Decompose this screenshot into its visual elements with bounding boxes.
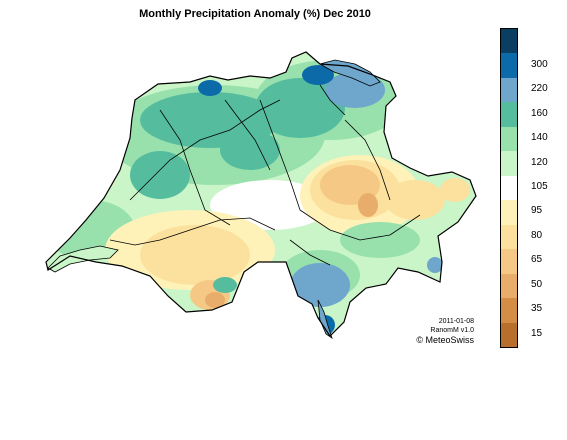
stamp-product: RanomM v1.0 xyxy=(430,327,474,334)
legend-label: 65 xyxy=(531,254,543,266)
map-title: Monthly Precipitation Anomaly (%) Dec 20… xyxy=(139,8,371,20)
legend-label: 15 xyxy=(531,327,543,339)
legend-swatch xyxy=(501,102,517,128)
legend-swatch xyxy=(501,273,517,299)
legend-swatch xyxy=(501,298,517,324)
legend-swatch xyxy=(501,126,517,152)
legend-label: 95 xyxy=(531,205,543,217)
legend-swatch xyxy=(501,53,517,79)
legend-swatch xyxy=(501,224,517,250)
stamp-date: 2011-01-08 xyxy=(438,318,474,325)
legend-label: 220 xyxy=(531,83,548,95)
legend-label: 50 xyxy=(531,278,543,290)
legend-swatch xyxy=(501,200,517,226)
legend-color-bar xyxy=(500,28,518,348)
legend-label: 160 xyxy=(531,107,548,119)
legend-label: 35 xyxy=(531,303,543,315)
region-boundaries xyxy=(109,84,421,266)
legend-swatch xyxy=(501,322,517,348)
legend-label: 105 xyxy=(531,181,548,192)
product-stamp: 2011-01-08 RanomM v1.0 © MeteoSwiss xyxy=(402,317,474,346)
legend-swatch xyxy=(501,77,517,103)
lake-constance xyxy=(318,59,381,87)
stamp-copyright: © MeteoSwiss xyxy=(416,335,474,345)
legend-swatch xyxy=(501,151,517,177)
legend-swatch xyxy=(501,249,517,275)
country-border xyxy=(45,51,477,337)
legend-label: 80 xyxy=(531,229,543,241)
legend-label: 300 xyxy=(531,58,548,70)
legend-label: 120 xyxy=(531,156,548,168)
legend-swatch xyxy=(501,29,517,54)
legend-label: 140 xyxy=(531,132,548,144)
legend-swatch xyxy=(501,175,517,201)
